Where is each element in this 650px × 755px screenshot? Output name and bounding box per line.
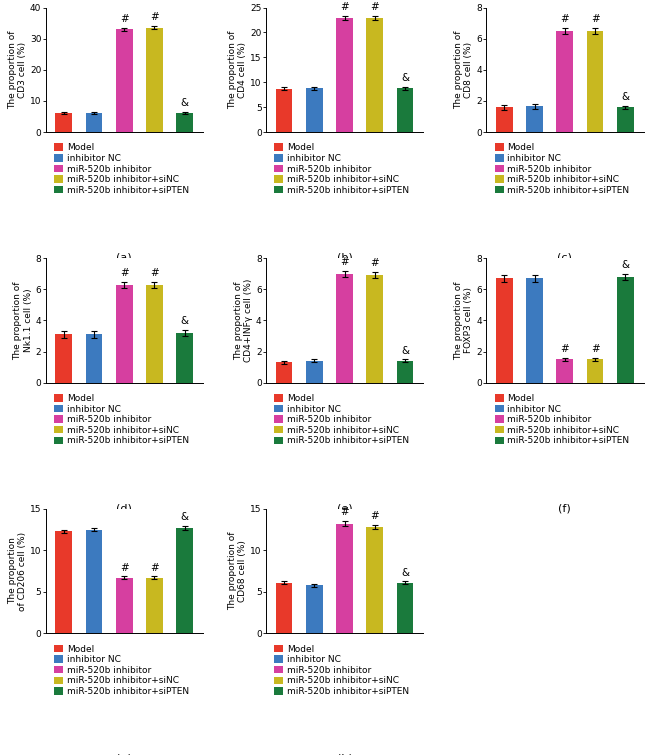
- Text: &: &: [401, 346, 409, 356]
- Legend: Model, inhibitor NC, miR-520b inhibitor, miR-520b inhibitor+siNC, miR-520b inhib: Model, inhibitor NC, miR-520b inhibitor,…: [274, 644, 410, 697]
- Bar: [276, 583, 292, 633]
- Bar: [496, 107, 513, 132]
- Text: &: &: [621, 92, 629, 102]
- Text: &: &: [181, 316, 188, 326]
- Bar: [367, 17, 383, 132]
- Bar: [116, 285, 133, 383]
- Y-axis label: The proportion of
CD3 cell (%): The proportion of CD3 cell (%): [8, 30, 27, 109]
- Bar: [116, 578, 133, 633]
- Legend: Model, inhibitor NC, miR-520b inhibitor, miR-520b inhibitor+siNC, miR-520b inhib: Model, inhibitor NC, miR-520b inhibitor,…: [494, 143, 630, 196]
- Bar: [276, 362, 292, 383]
- Text: #: #: [340, 507, 349, 517]
- Bar: [306, 88, 322, 132]
- Bar: [617, 107, 634, 132]
- Bar: [176, 333, 193, 383]
- Bar: [55, 113, 72, 132]
- Bar: [55, 532, 72, 633]
- Text: #: #: [120, 268, 129, 278]
- Bar: [176, 112, 193, 132]
- Text: (g): (g): [116, 754, 132, 755]
- Text: &: &: [621, 260, 629, 270]
- Legend: Model, inhibitor NC, miR-520b inhibitor, miR-520b inhibitor+siNC, miR-520b inhib: Model, inhibitor NC, miR-520b inhibitor,…: [494, 393, 630, 446]
- Bar: [556, 31, 573, 132]
- Bar: [276, 89, 292, 132]
- Y-axis label: The proportion of
Nk1.1 cell (%): The proportion of Nk1.1 cell (%): [14, 281, 32, 359]
- Bar: [587, 31, 603, 132]
- Text: #: #: [370, 258, 379, 269]
- Text: &: &: [181, 98, 188, 108]
- Legend: Model, inhibitor NC, miR-520b inhibitor, miR-520b inhibitor+siNC, miR-520b inhib: Model, inhibitor NC, miR-520b inhibitor,…: [274, 143, 410, 196]
- Bar: [496, 279, 513, 383]
- Bar: [396, 88, 413, 132]
- Legend: Model, inhibitor NC, miR-520b inhibitor, miR-520b inhibitor+siNC, miR-520b inhib: Model, inhibitor NC, miR-520b inhibitor,…: [53, 644, 190, 697]
- Text: #: #: [150, 562, 159, 573]
- Text: &: &: [401, 73, 409, 83]
- Legend: Model, inhibitor NC, miR-520b inhibitor, miR-520b inhibitor+siNC, miR-520b inhib: Model, inhibitor NC, miR-520b inhibitor,…: [53, 393, 190, 446]
- Bar: [306, 585, 322, 633]
- Text: &: &: [181, 513, 188, 522]
- Bar: [86, 112, 102, 132]
- Text: #: #: [370, 511, 379, 521]
- Bar: [146, 578, 162, 633]
- Bar: [86, 334, 102, 383]
- Bar: [146, 285, 162, 383]
- Bar: [306, 361, 322, 383]
- Text: #: #: [150, 268, 159, 278]
- Text: #: #: [340, 2, 349, 12]
- Legend: Model, inhibitor NC, miR-520b inhibitor, miR-520b inhibitor+siNC, miR-520b inhib: Model, inhibitor NC, miR-520b inhibitor,…: [274, 393, 410, 446]
- Bar: [367, 276, 383, 383]
- Y-axis label: The proportion of
CD4+INFγ cell (%): The proportion of CD4+INFγ cell (%): [234, 279, 253, 362]
- Text: (h): (h): [337, 754, 352, 755]
- Bar: [526, 106, 543, 132]
- Y-axis label: The proportion of
CD68 cell (%): The proportion of CD68 cell (%): [228, 532, 248, 610]
- Bar: [556, 359, 573, 383]
- Bar: [116, 29, 133, 132]
- Text: #: #: [591, 14, 599, 24]
- Text: &: &: [401, 568, 409, 578]
- Y-axis label: The proportion of
CD4 cell (%): The proportion of CD4 cell (%): [228, 30, 248, 109]
- Y-axis label: The proportion of
CD8 cell (%): The proportion of CD8 cell (%): [454, 30, 473, 109]
- Bar: [86, 529, 102, 633]
- Bar: [396, 583, 413, 633]
- Text: (a): (a): [116, 253, 132, 263]
- Text: (b): (b): [337, 253, 352, 263]
- Bar: [176, 528, 193, 633]
- Y-axis label: The proportion
of CD206 cell (%): The proportion of CD206 cell (%): [8, 532, 27, 611]
- Text: #: #: [560, 344, 569, 354]
- Bar: [617, 277, 634, 383]
- Bar: [336, 524, 353, 633]
- Text: #: #: [591, 344, 599, 354]
- Text: (e): (e): [337, 504, 352, 513]
- Text: #: #: [150, 13, 159, 23]
- Bar: [396, 361, 413, 383]
- Bar: [526, 279, 543, 383]
- Bar: [367, 527, 383, 633]
- Bar: [336, 17, 353, 132]
- Bar: [336, 274, 353, 383]
- Text: #: #: [370, 2, 379, 12]
- Bar: [146, 28, 162, 132]
- Bar: [587, 359, 603, 383]
- Text: #: #: [340, 257, 349, 267]
- Text: (f): (f): [558, 504, 571, 513]
- Text: #: #: [120, 14, 129, 24]
- Text: (d): (d): [116, 504, 132, 513]
- Text: (c): (c): [558, 253, 572, 263]
- Y-axis label: The proportion of
FOXP3 cell (%): The proportion of FOXP3 cell (%): [454, 281, 473, 359]
- Legend: Model, inhibitor NC, miR-520b inhibitor, miR-520b inhibitor+siNC, miR-520b inhib: Model, inhibitor NC, miR-520b inhibitor,…: [53, 143, 190, 196]
- Text: #: #: [120, 562, 129, 573]
- Bar: [55, 334, 72, 383]
- Text: #: #: [560, 14, 569, 24]
